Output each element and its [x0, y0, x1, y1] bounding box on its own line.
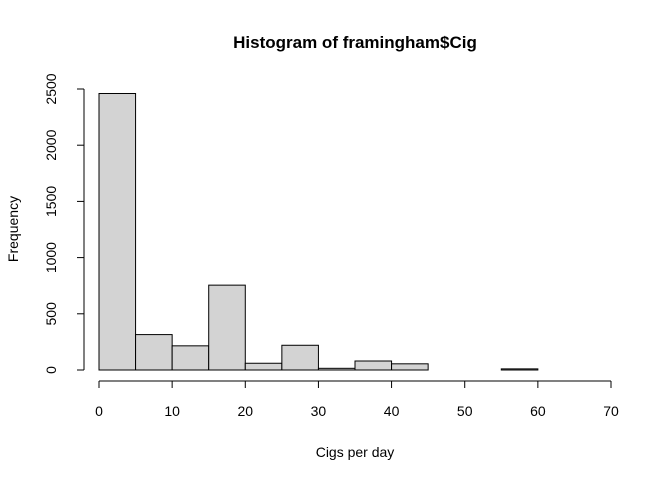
x-tick-label: 50	[457, 403, 473, 419]
x-tick-label: 0	[95, 403, 103, 419]
histogram-bar	[244, 362, 283, 371]
bars-group	[98, 92, 539, 371]
histogram-bar	[354, 360, 393, 371]
x-tick-label: 70	[603, 403, 619, 419]
histogram-bar	[281, 344, 319, 371]
histogram-bar	[208, 284, 246, 371]
y-tick-label: 500	[43, 302, 59, 326]
histogram-bar	[171, 345, 210, 371]
y-tick-label: 0	[43, 366, 59, 374]
x-axis: 0 10 20 30 40 50 60 70	[95, 380, 619, 419]
histogram-bar	[500, 368, 539, 371]
x-tick-label: 30	[311, 403, 327, 419]
x-tick-label: 10	[164, 403, 180, 419]
histogram-bar	[135, 334, 173, 371]
y-tick-label: 2000	[43, 129, 59, 160]
x-tick-label: 60	[530, 403, 546, 419]
y-tick-label: 1000	[43, 242, 59, 273]
x-axis-label: Cigs per day	[316, 444, 395, 460]
y-tick-label: 2500	[43, 73, 59, 104]
y-tick-label: 1500	[43, 186, 59, 217]
histogram-bar	[317, 367, 356, 371]
chart-title: Histogram of framingham$Cig	[233, 33, 477, 52]
x-tick-label: 40	[384, 403, 400, 419]
histogram-bar	[98, 92, 137, 371]
y-axis-label: Frequency	[5, 196, 21, 262]
histogram-bar	[391, 363, 429, 371]
y-axis: 0 500 1000 1500 2000 2500	[43, 73, 85, 374]
x-tick-label: 20	[237, 403, 253, 419]
